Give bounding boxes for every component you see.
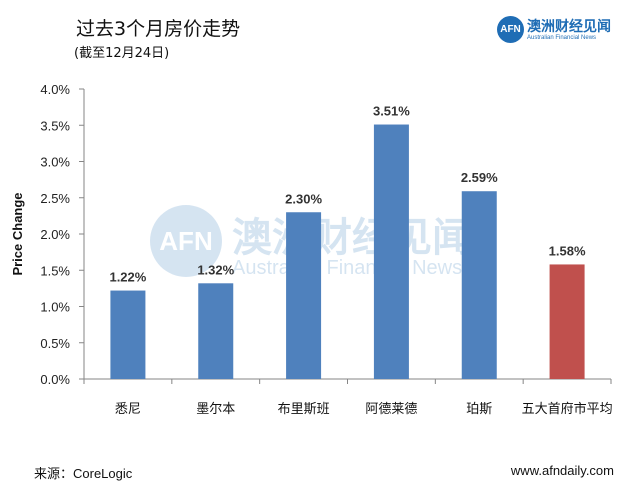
data-label: 1.58% [549,243,586,258]
y-axis-title: Price Change [10,192,25,275]
x-tick-label: 阿德莱德 [365,402,417,417]
chart-subtitle: (截至12月24日) [74,46,170,61]
y-tick-label: 3.0% [40,155,70,170]
bar-4 [373,124,409,380]
y-tick-label: 1.5% [40,263,70,278]
data-label: 2.59% [461,170,498,185]
y-tick-label: 2.5% [40,191,70,206]
bar-5 [461,191,497,379]
y-tick-label: 0.5% [40,336,70,351]
bar-1 [110,290,146,379]
x-tick-label: 布里斯班 [278,402,330,417]
website-link[interactable]: www.afndaily.com [510,463,614,478]
y-tick-label: 2.0% [40,227,70,242]
x-tick-label: 珀斯 [466,402,492,417]
y-tick-label: 3.5% [40,118,70,133]
data-label: 3.51% [373,104,410,119]
bar-2 [198,283,234,379]
y-tick-label: 0.0% [40,372,70,387]
source-note: 来源：CoreLogic [34,466,133,481]
bar-6 [549,264,585,379]
x-tick-label: 墨尔本 [196,402,235,417]
y-tick-label: 4.0% [40,82,70,97]
data-label: 1.32% [197,262,234,277]
x-tick-label: 悉尼 [115,402,141,417]
logo-name-cn: 澳洲财经见闻 [527,19,611,35]
data-label: 1.22% [109,270,146,285]
logo-name-en: Australian Financial News [527,35,597,41]
afn-logo: AFN 澳洲财经见闻 Australian Financial News [497,16,617,46]
bar-3 [286,212,322,379]
x-tick-label: 五大首府市平均 [522,401,613,417]
chart-title: 过去3个月房价走势 [76,18,241,40]
y-tick-label: 1.0% [40,300,70,315]
afn-logo-icon: AFN [497,16,524,43]
data-label: 2.30% [285,191,322,206]
